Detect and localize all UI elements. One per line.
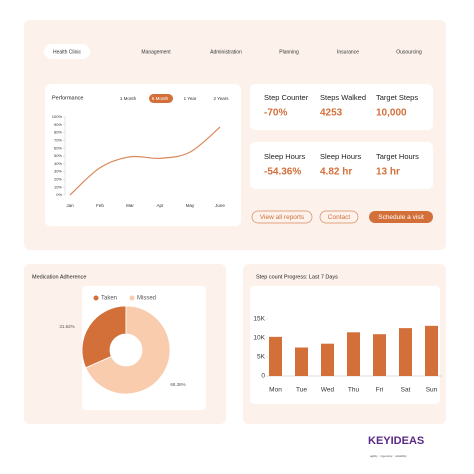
period-button[interactable]: 2 Years bbox=[213, 96, 229, 101]
bar bbox=[321, 343, 334, 376]
nav-item[interactable]: Health Clinic bbox=[53, 49, 82, 55]
nav-item[interactable]: Insurance bbox=[337, 49, 359, 55]
period-button[interactable]: 1 Month bbox=[120, 96, 137, 101]
stats-card bbox=[250, 142, 433, 189]
bar bbox=[373, 334, 386, 376]
nav-item[interactable]: Administration bbox=[210, 49, 242, 55]
y-tick-label: 5K bbox=[257, 354, 266, 361]
value-label: 68.38% bbox=[170, 382, 185, 387]
stat-value: 4253 bbox=[320, 108, 343, 119]
x-tick-label: Mar bbox=[126, 203, 134, 208]
bar bbox=[295, 347, 308, 376]
y-tick-label: 20% bbox=[54, 176, 62, 181]
button-outline bbox=[319, 210, 359, 224]
value-label: 31.62% bbox=[59, 324, 74, 329]
logo-tagline: agility · ingenuity · reliability bbox=[370, 454, 407, 458]
bar bbox=[399, 328, 412, 376]
y-tick-label: 70% bbox=[54, 137, 62, 142]
y-tick-label: 50% bbox=[54, 153, 62, 158]
button[interactable]: Schedule a visit bbox=[378, 214, 424, 221]
button[interactable]: Contact bbox=[328, 214, 351, 221]
y-tick-label: 90% bbox=[54, 122, 62, 127]
stat-label: Sleep Hours bbox=[320, 152, 362, 161]
nav-item[interactable]: Planning bbox=[279, 49, 299, 55]
x-tick-label: Sat bbox=[401, 387, 411, 394]
chart-title: Medication Adherence bbox=[32, 274, 86, 280]
y-tick-label: 40% bbox=[54, 161, 62, 166]
y-tick-label: 10K bbox=[253, 335, 265, 342]
performance-card bbox=[45, 84, 241, 226]
stat-label: Target Steps bbox=[376, 93, 418, 102]
chart-title: Performance bbox=[52, 95, 84, 101]
logo: KEYIDEAS bbox=[368, 435, 424, 447]
legend-dot bbox=[129, 295, 135, 301]
x-tick-label: Thu bbox=[348, 387, 360, 394]
pie-slice bbox=[85, 305, 171, 395]
y-tick-label: 30% bbox=[54, 169, 62, 174]
stat-value: 4.82 hr bbox=[320, 167, 352, 178]
stat-label: Target Hours bbox=[376, 152, 419, 161]
stat-label: Sleep Hours bbox=[264, 152, 306, 161]
stat-label: Steps Walked bbox=[320, 93, 366, 102]
stat-value: -54.36% bbox=[264, 167, 301, 178]
legend-label: Missed bbox=[137, 296, 156, 302]
chart-title: Step count Progress: Last 7 Days bbox=[256, 274, 338, 280]
y-tick-label: 15K bbox=[253, 316, 265, 323]
x-tick-label: Apr bbox=[156, 203, 164, 208]
line bbox=[69, 126, 221, 196]
y-tick-label: 100% bbox=[52, 114, 63, 119]
x-tick-label: Jan bbox=[66, 203, 74, 208]
period-button[interactable]: 6 Month bbox=[152, 96, 169, 101]
y-tick-label: 80% bbox=[54, 130, 62, 135]
x-tick-label: June bbox=[215, 203, 225, 208]
nav-item[interactable]: Ousourcing bbox=[396, 49, 422, 55]
y-tick-label: 0% bbox=[56, 192, 62, 197]
y-tick-label: 10% bbox=[54, 184, 62, 189]
legend-dot bbox=[93, 295, 99, 301]
nav-item[interactable]: Management bbox=[141, 49, 171, 55]
button-fill bbox=[369, 211, 433, 223]
stat-value: -70% bbox=[264, 108, 287, 119]
legend-label: Taken bbox=[101, 296, 117, 302]
active-period bbox=[149, 94, 173, 103]
nav-pill bbox=[44, 44, 90, 59]
x-tick-label: May bbox=[186, 203, 195, 208]
bar bbox=[347, 332, 360, 376]
x-tick-label: Fri bbox=[376, 387, 384, 394]
button-outline bbox=[251, 210, 313, 224]
pie-slice bbox=[81, 305, 127, 369]
x-tick-label: Feb bbox=[96, 203, 104, 208]
stat-value: 13 hr bbox=[376, 167, 400, 178]
bar bbox=[425, 325, 438, 376]
x-tick-label: Mon bbox=[269, 387, 282, 394]
y-tick-label: 60% bbox=[54, 145, 62, 150]
bar bbox=[269, 336, 282, 376]
stat-label: Step Counter bbox=[264, 93, 309, 102]
x-tick-label: Wed bbox=[321, 387, 335, 394]
button[interactable]: View all reports bbox=[260, 214, 305, 221]
x-tick-label: Sun bbox=[426, 387, 438, 394]
x-tick-label: Tue bbox=[296, 387, 307, 394]
stat-value: 10,000 bbox=[376, 108, 407, 119]
period-button[interactable]: 1 Year bbox=[184, 96, 197, 101]
stats-card bbox=[250, 84, 433, 130]
y-tick-label: 0 bbox=[261, 373, 265, 380]
